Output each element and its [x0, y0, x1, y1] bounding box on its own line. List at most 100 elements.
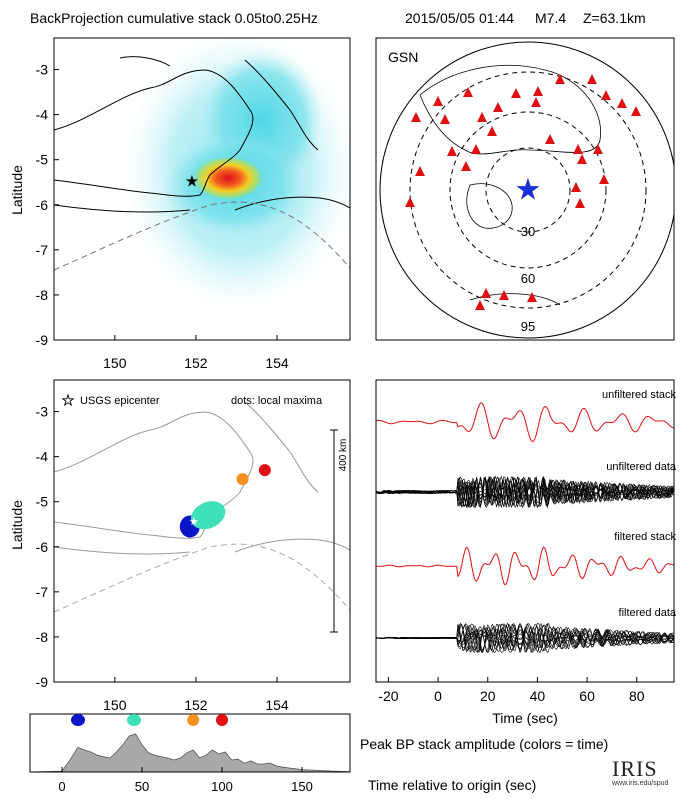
maxima-yticks: -3 -4 -5 -6 -7 -8 -9 [36, 404, 59, 690]
coastline-new-ireland-2 [244, 401, 319, 493]
coastline-south-2 [54, 546, 191, 555]
ytick-label: -7 [36, 584, 49, 600]
amplitude-frame [29, 713, 351, 773]
map-xticks: 150 152 154 [103, 335, 289, 371]
ytick-label: -3 [36, 62, 49, 78]
trace-frame [375, 379, 675, 683]
amplitude-xlabel: Time relative to origin (sec) [368, 777, 537, 793]
station-triangle [527, 292, 537, 302]
trench-line [54, 201, 350, 271]
heat-peak [192, 156, 264, 200]
trace-xtick-label: 20 [480, 688, 496, 704]
ytick-label: -4 [36, 107, 49, 123]
event-depth: Z=63.1km [583, 10, 646, 26]
filtered-data-trace [376, 622, 674, 654]
label-filtered-stack: filtered stack [614, 531, 676, 543]
amplitude-marker [127, 714, 141, 726]
maxima-frame [53, 379, 351, 683]
coastline-bougainville [234, 196, 350, 211]
station-triangle [593, 144, 603, 154]
maximum-dot [258, 464, 271, 477]
coastline-new-ireland [244, 59, 319, 151]
trace-xlabel: Time (sec) [492, 710, 558, 726]
ytick-label: -6 [36, 197, 49, 213]
ring-label-95: 95 [521, 319, 535, 334]
xtick-label: 154 [265, 697, 289, 713]
xtick-label: 152 [184, 355, 208, 371]
continent-antarctica [469, 293, 561, 306]
network-label: GSN [388, 49, 418, 65]
ytick-label: -4 [36, 449, 49, 465]
ytick-label: -3 [36, 404, 49, 420]
station-triangle [587, 74, 597, 84]
trace-xticks: -20 0 20 40 60 80 [378, 677, 645, 704]
station-triangle [481, 288, 491, 298]
amp-xtick-label: 100 [211, 779, 233, 794]
amplitude-xticks: 0 50 100 150 [58, 767, 313, 794]
globe-outline [379, 41, 674, 339]
station-triangle [575, 198, 585, 208]
event-magnitude: M7.4 [535, 10, 567, 26]
continent-asia [419, 64, 602, 155]
station-triangle [617, 98, 627, 108]
ring-95 [409, 71, 647, 309]
unfiltered-data-trace [376, 476, 674, 508]
station-markers [405, 74, 641, 310]
source-star: ★ [515, 174, 542, 207]
maxima-ylabel: Latitude [9, 500, 25, 550]
maximum-dot [190, 501, 226, 530]
xtick-label: 152 [184, 697, 208, 713]
station-triangle [471, 144, 481, 154]
globe-frame [375, 37, 675, 341]
ring-30 [485, 147, 571, 233]
station-triangle [599, 174, 609, 184]
station-triangle [555, 74, 565, 84]
ytick-label: -5 [36, 494, 49, 510]
legend-epicenter: USGS epicenter [80, 395, 160, 407]
station-triangle [531, 97, 541, 107]
iris-logo: IRIS www.iris.edu/spud [612, 758, 680, 796]
station-triangle [440, 114, 450, 124]
station-triangle [573, 144, 583, 154]
ring-label-30: 30 [521, 224, 535, 239]
ring-label-60: 60 [521, 271, 535, 286]
station-triangle [415, 166, 425, 176]
amp-xtick-label: 50 [135, 779, 149, 794]
station-triangle [411, 112, 421, 122]
coastline-south [54, 204, 191, 213]
station-triangle [511, 88, 521, 98]
map-ylabel: Latitude [9, 165, 25, 215]
station-triangle [533, 86, 543, 96]
scale-label: 400 km [338, 439, 349, 472]
legend-star-icon: ★ [62, 392, 75, 408]
coastline-new-guinea [54, 69, 254, 197]
station-triangle [545, 134, 555, 144]
logo-url: www.iris.edu/spud [612, 780, 669, 787]
amp-xtick-label: 150 [291, 779, 313, 794]
trace-xtick-label: 0 [434, 688, 442, 704]
station-triangle [405, 197, 415, 207]
epicenter-star-2: ★ [189, 516, 199, 528]
figure-title: BackProjection cumulative stack 0.05to0.… [30, 10, 318, 26]
maxima-xticks: 150 152 154 [103, 677, 289, 713]
maxima-dots [179, 464, 271, 538]
ytick-label: -7 [36, 242, 49, 258]
ytick-label: -8 [36, 287, 49, 303]
xtick-label: 154 [265, 355, 289, 371]
amplitude-caption: Peak BP stack amplitude (colors = time) [360, 736, 609, 752]
station-triangle [463, 87, 473, 97]
station-triangle [493, 102, 503, 112]
label-unfiltered-stack: unfiltered stack [602, 389, 676, 401]
station-triangle [571, 182, 581, 192]
event-time: 2015/05/05 01:44 [405, 10, 514, 26]
continent-australia [466, 183, 513, 229]
coastline-new-guinea-2 [54, 411, 254, 539]
amp-xtick-label: 0 [58, 779, 65, 794]
station-triangle [631, 106, 641, 116]
station-triangle [475, 300, 485, 310]
trench-line-2 [54, 543, 350, 613]
xtick-label: 150 [103, 355, 127, 371]
epicenter-star: ★ [185, 174, 199, 191]
